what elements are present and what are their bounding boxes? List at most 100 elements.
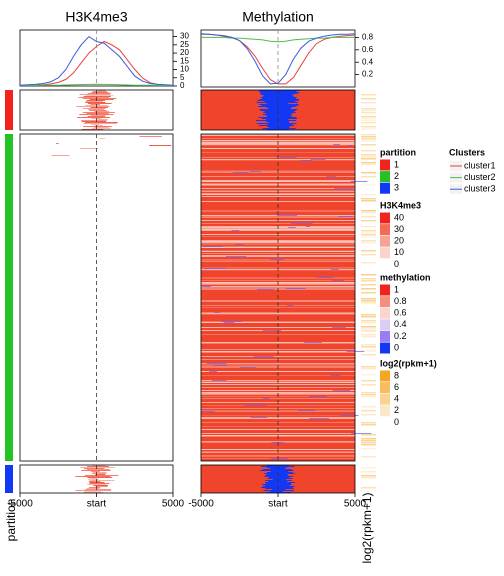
heatmap [200, 89, 372, 494]
legend-label: cluster3 [464, 184, 496, 194]
heatmap-cell [91, 473, 107, 474]
heatmap-cell [86, 469, 110, 470]
heatmap-cell [268, 477, 290, 478]
profile-line [20, 83, 173, 86]
legend-label: 4 [394, 394, 399, 404]
heatmap-cell [92, 91, 107, 92]
expression-cell [361, 396, 376, 398]
heatmap-cell [266, 115, 291, 116]
heatmap-cell [83, 96, 111, 97]
heatmap-cell [266, 492, 291, 493]
heatmap-cell [260, 110, 296, 111]
expression-cell [361, 374, 376, 376]
legend-title: log2(rpkm+1) [380, 358, 437, 368]
expression-cell [361, 448, 376, 450]
x-tick-label: 5000 [344, 499, 367, 510]
y-tick-label: 5 [180, 73, 185, 82]
legend-title: partition [380, 147, 416, 157]
legend-swatch [380, 171, 390, 183]
expression-cell [361, 230, 376, 232]
expression-cell [361, 284, 376, 286]
expression-cell [361, 424, 376, 426]
legend-label: 0 [394, 259, 399, 269]
heatmap-cell [85, 489, 112, 490]
heatmap-cell [89, 110, 107, 111]
heatmap-cell [263, 490, 294, 491]
heatmap-cell [262, 96, 294, 97]
heatmap-cell [267, 124, 293, 125]
legend-title: Clusters [449, 147, 485, 157]
legend-label: 0.8 [394, 296, 407, 306]
expression-cell [361, 254, 376, 256]
expression-cell [361, 487, 376, 489]
legend-label: 2 [394, 405, 399, 415]
heatmap-cell [265, 482, 295, 483]
heatmap-cell [201, 411, 355, 412]
heatmap-cell [262, 486, 295, 487]
heatmap-cell [201, 201, 355, 202]
heatmap-cell [259, 104, 299, 105]
expression-cell [361, 194, 376, 196]
heatmap-cell [77, 117, 110, 118]
legend-label: 10 [394, 247, 404, 257]
expression-cell [361, 394, 376, 396]
profile-line [200, 33, 356, 85]
heatmap-cell [262, 114, 293, 115]
y-tick-label: 10 [180, 65, 189, 74]
expression-cell [361, 298, 376, 300]
heatmap-cell [201, 278, 355, 279]
expression-cell [361, 288, 376, 290]
chart-title: Methylation [242, 9, 314, 25]
heatmap-cell [99, 138, 106, 139]
heatmap-cell [201, 244, 355, 245]
heatmap-cell [89, 482, 105, 483]
heatmap-cell [88, 487, 101, 488]
heatmap-cell [201, 181, 355, 182]
heatmap-cell [94, 125, 103, 126]
expression-cell [361, 98, 376, 100]
expression-cell [361, 456, 376, 458]
expression-cell [361, 210, 376, 212]
heatmap-cell [264, 473, 295, 474]
heatmap-cell [260, 97, 297, 98]
expression-cell [361, 380, 376, 382]
heatmap-cell [287, 305, 294, 306]
heatmap-cell [333, 144, 340, 145]
heatmap-cell [201, 371, 355, 372]
heatmap-cell [201, 229, 355, 230]
expression-cell [361, 164, 376, 166]
heatmap-cell [276, 215, 298, 216]
legend-label: 0.4 [394, 319, 407, 329]
heatmap-cell [201, 405, 355, 406]
heatmap-cell [201, 230, 355, 231]
expression-cell [361, 410, 376, 412]
heatmap-cell [261, 94, 294, 95]
heatmap-cell [262, 398, 270, 399]
heatmap-cell [83, 492, 104, 493]
heatmap-cell [267, 126, 290, 127]
heatmap-cell [266, 474, 288, 475]
expression-cell [361, 274, 376, 276]
chart-title: H3K4me3 [65, 9, 127, 25]
expression-cell [361, 116, 376, 118]
heatmap-cell [262, 128, 296, 129]
heatmap-cell [201, 194, 355, 195]
partition-axis-label: partition [4, 499, 18, 542]
heatmap-cell [332, 327, 346, 328]
heatmap-cell [263, 95, 293, 96]
expression-cell [361, 336, 376, 338]
expression-cell [361, 442, 376, 444]
legend-label: 1 [394, 159, 399, 169]
heatmap-cell [258, 106, 296, 107]
y-tick-label: 25 [180, 40, 189, 49]
expression-cell [361, 440, 376, 442]
heatmap-cell [201, 196, 355, 197]
expression-cell [361, 326, 376, 328]
heatmap-cell [267, 116, 293, 117]
heatmap-cell [93, 127, 109, 128]
expression-cell [361, 477, 376, 479]
heatmap-cell [84, 475, 119, 476]
legend-label: 30 [394, 224, 404, 234]
heatmap-cell [220, 321, 242, 322]
heatmap-cell [264, 476, 293, 477]
